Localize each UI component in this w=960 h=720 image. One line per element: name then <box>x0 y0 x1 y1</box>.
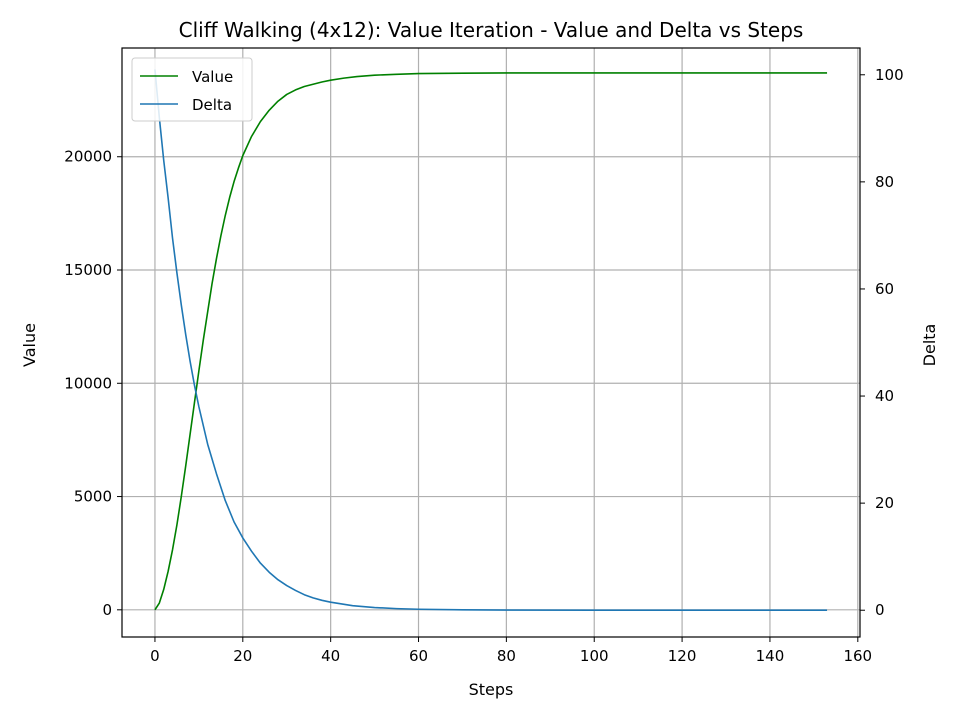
plot-frame <box>121 47 861 638</box>
y-tick-label: 15000 <box>64 261 112 279</box>
x-tick-label: 160 <box>843 647 872 665</box>
y2-tick-label: 40 <box>875 387 894 405</box>
y-tick-label: 5000 <box>74 488 112 506</box>
x-axis-label: Steps <box>469 680 514 699</box>
series-layer <box>154 69 828 612</box>
legend-value-label: Value <box>192 68 233 86</box>
y-axis-label: Value <box>20 323 39 367</box>
y2-axis-label: Delta <box>920 324 939 367</box>
y2-tick-label: 20 <box>875 494 894 512</box>
x-axis-ticks: 0 20 40 60 80 100 120 140 160 <box>150 637 872 665</box>
x-tick-label: 60 <box>409 647 428 665</box>
y2-tick-label: 0 <box>875 601 885 619</box>
series-line-value <box>154 72 828 611</box>
chart-title: Cliff Walking (4x12): Value Iteration - … <box>179 18 804 42</box>
series-line-delta <box>154 69 828 612</box>
x-tick-label: 0 <box>150 647 160 665</box>
y2-tick-label: 80 <box>875 173 894 191</box>
y2-axis-ticks: 0 20 40 60 80 100 <box>860 66 904 619</box>
x-tick-label: 140 <box>756 647 785 665</box>
x-tick-label: 20 <box>233 647 252 665</box>
y-tick-label: 10000 <box>64 374 112 392</box>
x-tick-label: 40 <box>321 647 340 665</box>
legend: Value Delta <box>131 57 253 122</box>
y2-tick-label: 100 <box>875 66 904 84</box>
y-tick-label: 0 <box>102 601 112 619</box>
x-tick-label: 80 <box>497 647 516 665</box>
y-tick-label: 20000 <box>64 148 112 166</box>
x-tick-label: 100 <box>580 647 609 665</box>
legend-box <box>131 57 253 122</box>
legend-delta-label: Delta <box>192 96 232 114</box>
y-axis-ticks: 0 5000 10000 15000 20000 <box>64 148 122 619</box>
x-tick-label: 120 <box>668 647 697 665</box>
y2-tick-label: 60 <box>875 280 894 298</box>
